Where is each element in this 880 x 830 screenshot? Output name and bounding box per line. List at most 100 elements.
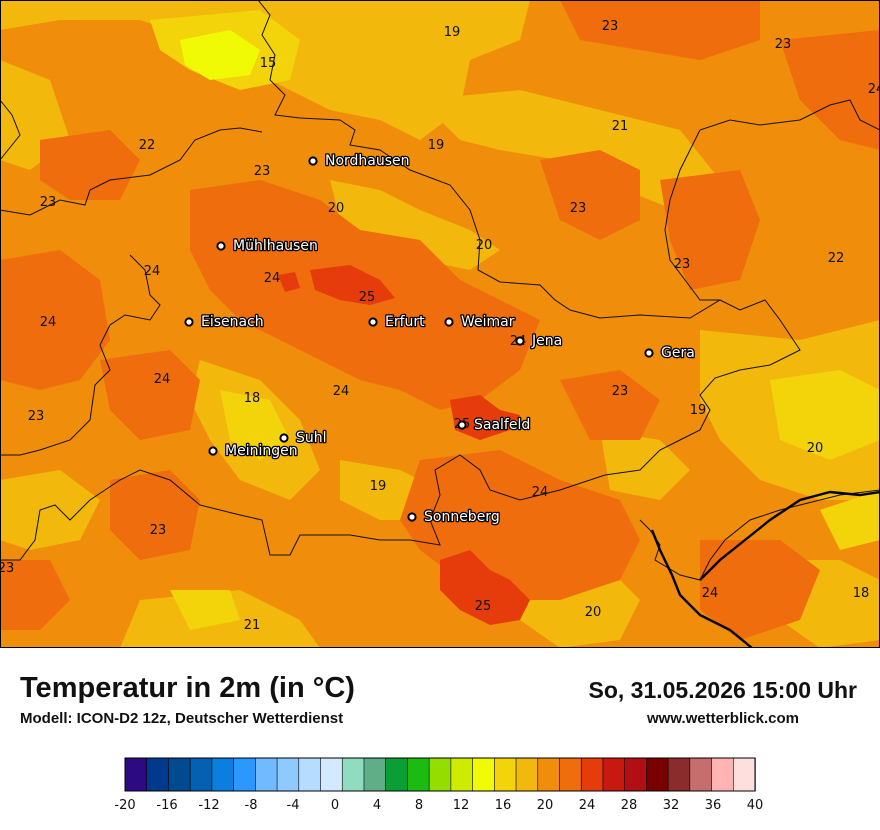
- temperature-label: 24: [333, 384, 350, 399]
- legend-swatch: [472, 757, 496, 792]
- legend-swatch: [711, 757, 734, 792]
- city-gera[interactable]: Gera: [644, 344, 696, 362]
- model-info: Modell: ICON-D2 12z, Deutscher Wetterdie…: [20, 710, 344, 727]
- temperature-label: 24: [144, 264, 161, 279]
- legend-swatch: [341, 757, 365, 792]
- city-dot: [407, 512, 417, 522]
- temperature-label: 23: [150, 523, 167, 538]
- legend-swatch: [732, 757, 756, 792]
- legend-tick-label: 8: [415, 798, 423, 813]
- temperature-label: 25: [475, 599, 492, 614]
- city-muehlhausen[interactable]: Mühlhausen: [216, 237, 319, 255]
- city-dot: [184, 317, 194, 327]
- map-title: Temperatur in 2m (in °C): [20, 672, 355, 704]
- website-link[interactable]: www.wetterblick.com: [647, 710, 799, 727]
- city-saalfeld[interactable]: Saalfeld: [457, 416, 532, 434]
- temperature-label: 25: [359, 290, 376, 305]
- city-nordhausen[interactable]: Nordhausen: [308, 152, 411, 170]
- legend-swatch: [385, 757, 409, 792]
- city-erfurt[interactable]: Erfurt: [368, 313, 426, 331]
- legend-swatch: [363, 757, 387, 792]
- color-legend: -20 -16 -12 -8 -4 0 4 8 12 16 20 24 28 32 36 40: [114, 757, 763, 813]
- city-dot: [515, 336, 525, 346]
- temperature-label: 22: [828, 251, 845, 266]
- city-label: Suhl: [296, 430, 327, 446]
- temperature-label: 23: [40, 195, 57, 210]
- city-suhl[interactable]: Suhl: [279, 429, 328, 447]
- city-label: Sonneberg: [424, 509, 500, 525]
- legend-tick-label: -8: [245, 798, 258, 813]
- state-borders: [0, 0, 880, 581]
- legend-swatch: [580, 757, 604, 792]
- temperature-label: 23: [602, 19, 619, 34]
- legend-swatch: [189, 757, 213, 792]
- temperature-label: 24: [40, 315, 57, 330]
- legend-swatch: [515, 757, 539, 792]
- legend-swatch: [689, 757, 713, 792]
- temperature-label: 19: [444, 25, 461, 40]
- temperature-label: 18: [853, 586, 870, 601]
- temperature-label: 21: [244, 618, 261, 633]
- legend-swatch: [494, 757, 517, 792]
- temperature-label: 23: [612, 384, 629, 399]
- legend-tick-label: 0: [331, 798, 339, 813]
- temperature-label: 23: [254, 164, 271, 179]
- temperature-label: 20: [807, 441, 824, 456]
- legend-tick-label: 28: [621, 798, 638, 813]
- temperature-zone-24: [0, 0, 880, 640]
- city-weimar[interactable]: Weimar: [444, 313, 516, 331]
- legend-swatch: [255, 757, 278, 792]
- temperature-label: 24: [532, 485, 549, 500]
- temperature-label: 20: [476, 238, 493, 253]
- city-label: Erfurt: [385, 314, 425, 330]
- city-label: Mühlhausen: [233, 238, 318, 254]
- legend-swatch: [298, 757, 322, 792]
- temperature-label: 20: [328, 201, 345, 216]
- city-dot: [216, 241, 226, 251]
- temperature-map: 19 23 23 15 22 21 19 23 23 20 23 20 24 2…: [0, 0, 880, 648]
- legend-swatch: [276, 757, 300, 792]
- legend-swatch: [124, 757, 148, 792]
- temperature-label: 21: [612, 119, 629, 134]
- legend-swatches: [124, 757, 756, 792]
- city-label: Jena: [531, 333, 562, 349]
- legend-tick-label: -16: [156, 798, 177, 813]
- city-dot: [444, 317, 454, 327]
- city-label: Eisenach: [201, 314, 264, 330]
- temperature-label: 22: [139, 138, 156, 153]
- legend-frame: [124, 757, 756, 792]
- temperature-label: 23: [28, 409, 45, 424]
- legend-tick-label: -20: [114, 798, 135, 813]
- city-dot: [644, 348, 654, 358]
- temperature-label: 20: [585, 605, 602, 620]
- temperature-label: 23: [570, 201, 587, 216]
- city-markers: Nordhausen Mühlhausen Eisenach Erfurt We…: [184, 152, 696, 526]
- city-jena[interactable]: Jena: [515, 332, 564, 350]
- legend-tick-label: 24: [579, 798, 596, 813]
- temperature-label: 23: [674, 257, 691, 272]
- temperature-label: 19: [428, 138, 445, 153]
- temperature-label: 23: [775, 37, 792, 52]
- legend-tick-label: 32: [663, 798, 680, 813]
- city-label: Weimar: [461, 314, 515, 330]
- city-dot: [457, 420, 467, 430]
- city-eisenach[interactable]: Eisenach: [184, 313, 265, 331]
- legend-tick-label: 20: [537, 798, 554, 813]
- temperature-label: 15: [260, 56, 277, 71]
- temperature-label: 24: [702, 586, 719, 601]
- city-dot: [208, 446, 218, 456]
- temperature-label: 23: [0, 561, 14, 576]
- temperature-zone-15: [180, 30, 260, 80]
- temperature-label: 24: [154, 372, 171, 387]
- temperature-label: 24: [264, 271, 281, 286]
- country-border: [650, 529, 753, 648]
- temperature-label: 19: [370, 479, 387, 494]
- legend-swatch: [559, 757, 582, 792]
- city-meiningen[interactable]: Meiningen: [208, 442, 299, 460]
- city-sonneberg[interactable]: Sonneberg: [407, 508, 501, 526]
- city-dot: [368, 317, 378, 327]
- legend-swatch: [537, 757, 561, 792]
- country-border-east: [699, 490, 880, 581]
- legend-swatch: [667, 757, 691, 792]
- legend-tick-label: 12: [453, 798, 470, 813]
